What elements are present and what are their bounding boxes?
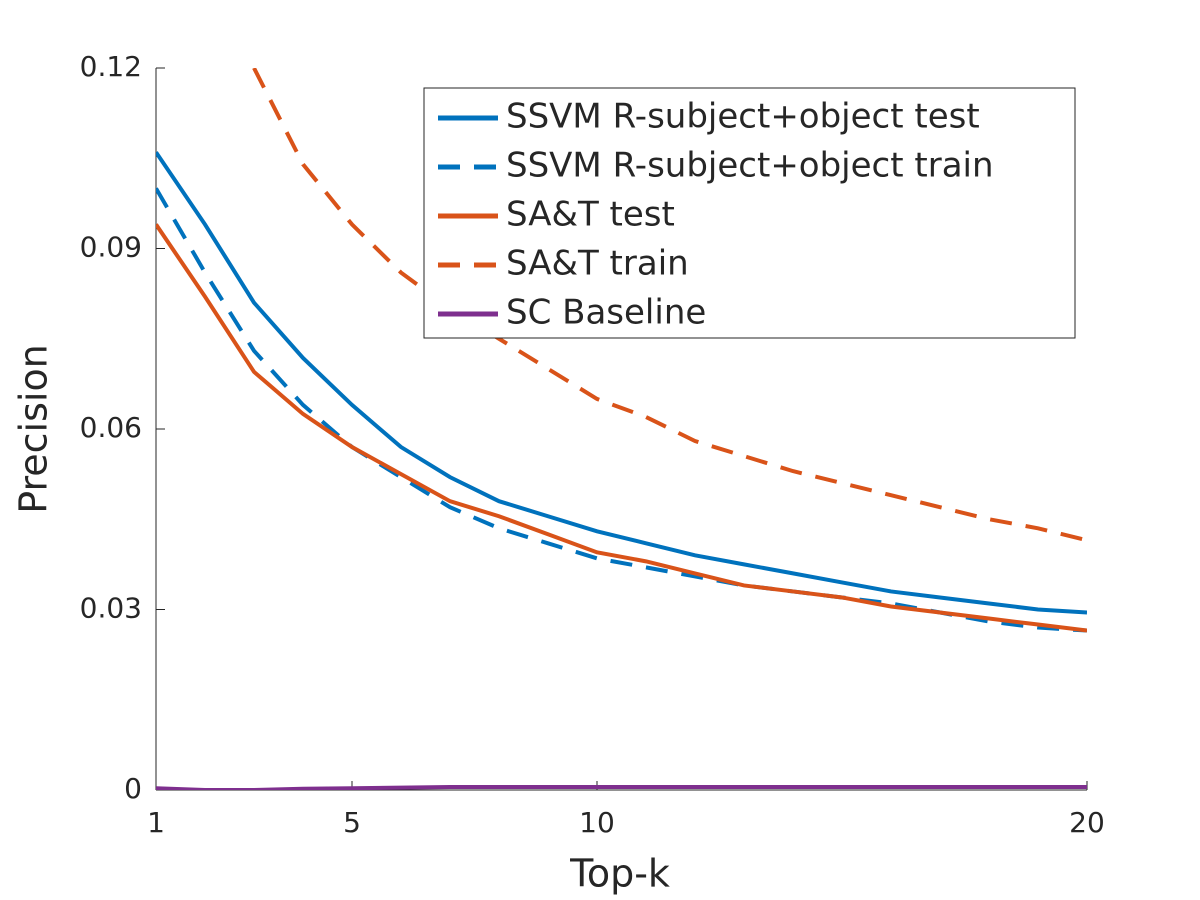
legend-label: SC Baseline <box>506 293 706 333</box>
x-axis-label: Top-k <box>569 852 670 896</box>
series-line <box>156 784 1087 790</box>
y-tick-label: 0.09 <box>80 231 142 264</box>
y-tick-label: 0.12 <box>80 50 142 83</box>
x-tick-label: 5 <box>343 806 361 839</box>
legend: SSVM R-subject+object test SSVM R-subject… <box>423 87 1076 339</box>
series-line <box>156 151 1087 615</box>
y-tick-label: 0.03 <box>80 592 142 625</box>
legend-box <box>423 87 1076 339</box>
y-tick-label: 0.06 <box>80 411 142 444</box>
legend-label: SSVM R-subject+object train <box>506 146 994 186</box>
series-line <box>156 223 1087 633</box>
x-tick-label: 20 <box>1069 806 1105 839</box>
x-tick-label: 10 <box>579 806 615 839</box>
plot-area <box>156 68 1087 790</box>
legend-label: SA&T test <box>506 195 675 235</box>
y-tick-label: 0 <box>124 772 142 805</box>
legend-label: SSVM R-subject+object test <box>506 97 980 137</box>
x-tick-label: 1 <box>147 806 165 839</box>
y-axis-label: Precision <box>12 344 56 514</box>
legend-label: SA&T train <box>506 244 689 284</box>
